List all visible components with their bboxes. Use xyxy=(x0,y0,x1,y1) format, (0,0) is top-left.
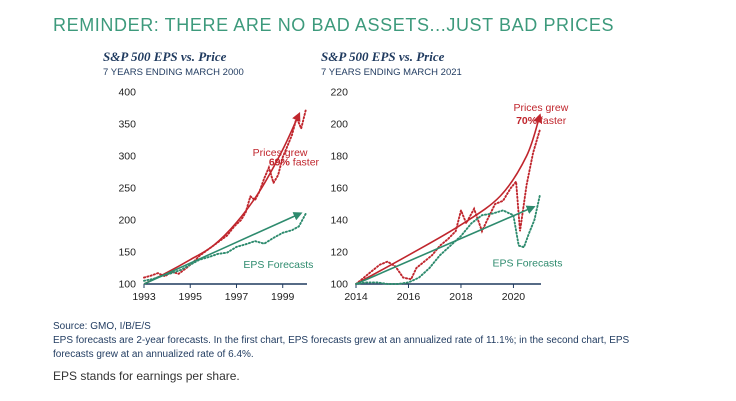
y-tick-label: 100 xyxy=(118,279,136,291)
y-tick-label: 150 xyxy=(118,247,136,259)
y-tick-label: 160 xyxy=(330,183,348,195)
chart-title-left: S&P 500 EPS vs. Price xyxy=(103,49,227,64)
x-tick-label: 2016 xyxy=(397,291,421,303)
price-annotation-line-2: 69% faster xyxy=(269,157,320,169)
x-tick-label: 1997 xyxy=(225,291,249,303)
price-series-line xyxy=(143,108,307,279)
eps-trend-arrow xyxy=(355,205,536,285)
eps-trend-arrow xyxy=(143,212,303,285)
price-trend-arrow xyxy=(143,111,301,285)
page-headline: REMINDER: THERE ARE NO BAD ASSETS...JUST… xyxy=(53,15,615,35)
eps-series-line xyxy=(143,212,307,282)
chart-subtitle-right: 7 YEARS ENDING MARCH 2021 xyxy=(321,67,462,78)
x-tick-label: 1999 xyxy=(271,291,295,303)
price-annotation-line-2: 70% faster xyxy=(516,115,567,127)
extra-note: EPS stands for earnings per share. xyxy=(53,369,240,383)
footnote-line-3: forecasts grew at an annualized rate of … xyxy=(53,349,254,360)
y-tick-label: 250 xyxy=(118,183,136,195)
price-annotation-suffix: faster xyxy=(537,115,567,127)
y-tick-label: 140 xyxy=(330,215,348,227)
y-tick-label: 200 xyxy=(330,119,348,131)
x-tick-label: 2020 xyxy=(502,291,526,303)
y-tick-label: 100 xyxy=(330,279,348,291)
price-series-line xyxy=(355,129,541,285)
chart-title-right: S&P 500 EPS vs. Price xyxy=(321,49,445,64)
price-trend-arrow xyxy=(355,113,543,285)
price-annotation-line-1: Prices grew xyxy=(513,102,568,114)
chart-subtitle-left: 7 YEARS ENDING MARCH 2000 xyxy=(103,67,244,78)
chart-left: 100 150 200 250 300 350 400 1993 1995 1997 1999 Pri… xyxy=(118,87,319,304)
eps-forecasts-label: EPS Forecasts xyxy=(243,259,313,271)
price-growth-percent: 70% xyxy=(516,115,538,127)
price-annotation-suffix: faster xyxy=(290,157,320,169)
y-tick-label: 120 xyxy=(330,247,348,259)
y-tick-label: 220 xyxy=(330,87,348,99)
eps-series-line xyxy=(355,195,541,285)
y-tick-label: 400 xyxy=(118,87,136,99)
x-tick-label: 1993 xyxy=(132,291,156,303)
x-tick-label: 2018 xyxy=(449,291,473,303)
y-tick-label: 300 xyxy=(118,151,136,163)
price-annotation-line-1: Prices grew xyxy=(253,147,308,159)
eps-forecasts-label: EPS Forecasts xyxy=(492,257,562,269)
x-tick-label: 2014 xyxy=(344,291,368,303)
price-growth-percent: 69% xyxy=(269,157,291,169)
x-tick-label: 1995 xyxy=(179,291,203,303)
footnote-source: Source: GMO, I/B/E/S xyxy=(53,321,151,332)
y-tick-label: 350 xyxy=(118,119,136,131)
y-tick-label: 200 xyxy=(118,215,136,227)
y-tick-label: 180 xyxy=(330,151,348,163)
footnote-line-2: EPS forecasts are 2-year forecasts. In t… xyxy=(53,335,630,346)
chart-right: 100 120 140 160 180 200 220 2014 2016 2018 2020 Pri… xyxy=(330,87,568,304)
